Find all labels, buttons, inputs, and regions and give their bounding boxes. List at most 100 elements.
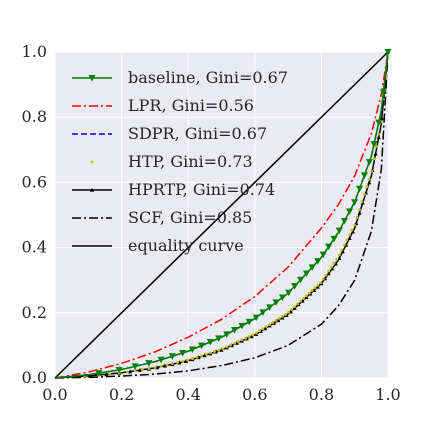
series-marker-0-10	[206, 338, 214, 346]
series-marker-3-33	[258, 329, 262, 333]
series-marker-4-1	[88, 373, 93, 378]
series-marker-3-12	[170, 362, 174, 366]
series-marker-3-51	[313, 286, 317, 290]
series-marker-3-54	[321, 277, 325, 281]
series-1	[54, 51, 389, 379]
series-marker-0-35	[360, 172, 368, 179]
series-marker-4-54	[367, 180, 372, 185]
y-tick-label-0: 0.0	[22, 368, 47, 387]
series-marker-0-24	[302, 270, 310, 277]
series-marker-0-39	[379, 89, 387, 97]
series-marker-0-16	[252, 314, 260, 322]
series-marker-0-25	[308, 264, 316, 271]
series-marker-0-34	[356, 185, 364, 193]
series-marker-3-63	[345, 238, 349, 242]
series-marker-3-21	[213, 350, 216, 353]
series-marker-0-2	[115, 366, 123, 374]
series-marker-4-23	[249, 334, 254, 339]
series-marker-4-42	[326, 271, 331, 276]
series-5	[54, 51, 389, 379]
series-marker-3-53	[319, 281, 322, 285]
x-tick-label-3: 0.6	[242, 385, 267, 404]
series-marker-3-48	[305, 294, 308, 298]
series-marker-3-20	[208, 351, 212, 355]
series-marker-3-67	[355, 216, 359, 219]
series-marker-3-52	[316, 283, 320, 287]
series-marker-3-3	[108, 372, 112, 376]
series-marker-3-60	[337, 253, 341, 257]
legend-item-6: equality curve	[72, 236, 244, 255]
series-marker-4-8	[162, 363, 167, 368]
x-tick-label-2: 0.4	[175, 385, 200, 404]
series-marker-3-8	[147, 367, 151, 370]
series-marker-3-74	[372, 157, 376, 161]
series-3	[83, 50, 390, 378]
series-marker-0-33	[351, 199, 359, 206]
series-marker-3-45	[296, 302, 300, 306]
series-marker-3-65	[350, 228, 354, 232]
series-marker-0-14	[238, 322, 246, 330]
x-tick-label-1: 0.2	[109, 385, 134, 404]
series-marker-4-17	[219, 347, 224, 352]
series-marker-3-26	[233, 341, 236, 345]
series-marker-4-51	[357, 210, 362, 215]
series-marker-0-23	[297, 276, 305, 284]
series-marker-3-28	[240, 338, 244, 342]
legend-item-2: SDPR, Gini=0.67	[72, 124, 267, 143]
series-marker-3-30	[247, 335, 251, 338]
series-marker-0-9	[198, 342, 206, 350]
series-marker-3-25	[229, 343, 233, 347]
legend-item-1: LPR, Gini=0.56	[72, 96, 254, 115]
series-marker-3-13	[176, 361, 179, 364]
series-marker-0-19	[272, 299, 280, 306]
legend-marker-0	[88, 75, 96, 82]
series-marker-0-22	[291, 283, 299, 290]
x-tick-label-4: 0.8	[309, 385, 334, 404]
series-marker-3-32	[254, 331, 258, 335]
series-marker-3-62	[343, 243, 346, 247]
legend-label-6: equality curve	[128, 236, 244, 255]
series-marker-4-46	[340, 249, 345, 254]
series-marker-3-29	[244, 336, 247, 340]
series-marker-4-20	[234, 340, 239, 345]
x-tick-label-5: 1.0	[375, 385, 400, 404]
series-marker-3-44	[293, 305, 297, 309]
series-marker-0-21	[285, 289, 293, 297]
series-marker-0-31	[340, 218, 348, 225]
series-marker-3-58	[332, 261, 336, 265]
series-marker-0-36	[365, 159, 373, 166]
series-marker-4-44	[333, 261, 338, 266]
series-marker-3-49	[307, 291, 311, 295]
series-marker-3-6	[133, 369, 137, 373]
series-marker-3-27	[236, 340, 240, 344]
series-marker-3-14	[181, 359, 185, 363]
series-marker-0-28	[325, 243, 333, 251]
legend: baseline, Gini=0.67 LPR, Gini=0.56 SDPR, G…	[72, 68, 288, 255]
grid-lines	[54, 51, 389, 379]
series-marker-0-32	[346, 208, 354, 216]
tick-labels: 0.0 0.2 0.4 0.6 0.8 1.0 0.0 0.2 0.4 0.6 0.8 1.0	[22, 42, 401, 404]
series-marker-4-11	[183, 358, 188, 363]
series-marker-3-34	[261, 327, 265, 331]
series-marker-3-31	[251, 333, 255, 337]
series-marker-0-29	[330, 235, 338, 243]
series-marker-0-3	[131, 363, 139, 370]
series-marker-3-75	[374, 144, 378, 148]
series-marker-3-69	[360, 200, 364, 204]
series-marker-0-26	[314, 258, 322, 265]
series-marker-0-15	[245, 318, 253, 326]
series-marker-3-24	[225, 345, 229, 349]
series-marker-3-57	[329, 265, 333, 269]
series-marker-3-18	[200, 354, 204, 358]
series-line-5	[54, 51, 389, 379]
series-marker-0-38	[375, 119, 383, 127]
series-marker-3-36	[268, 323, 272, 326]
series-marker-3-73	[370, 169, 374, 173]
series-marker-3-19	[204, 352, 208, 356]
series-marker-3-16	[191, 357, 194, 361]
series-marker-3-38	[274, 319, 278, 322]
series-marker-3-59	[335, 258, 339, 261]
series-marker-4-2	[104, 372, 109, 377]
